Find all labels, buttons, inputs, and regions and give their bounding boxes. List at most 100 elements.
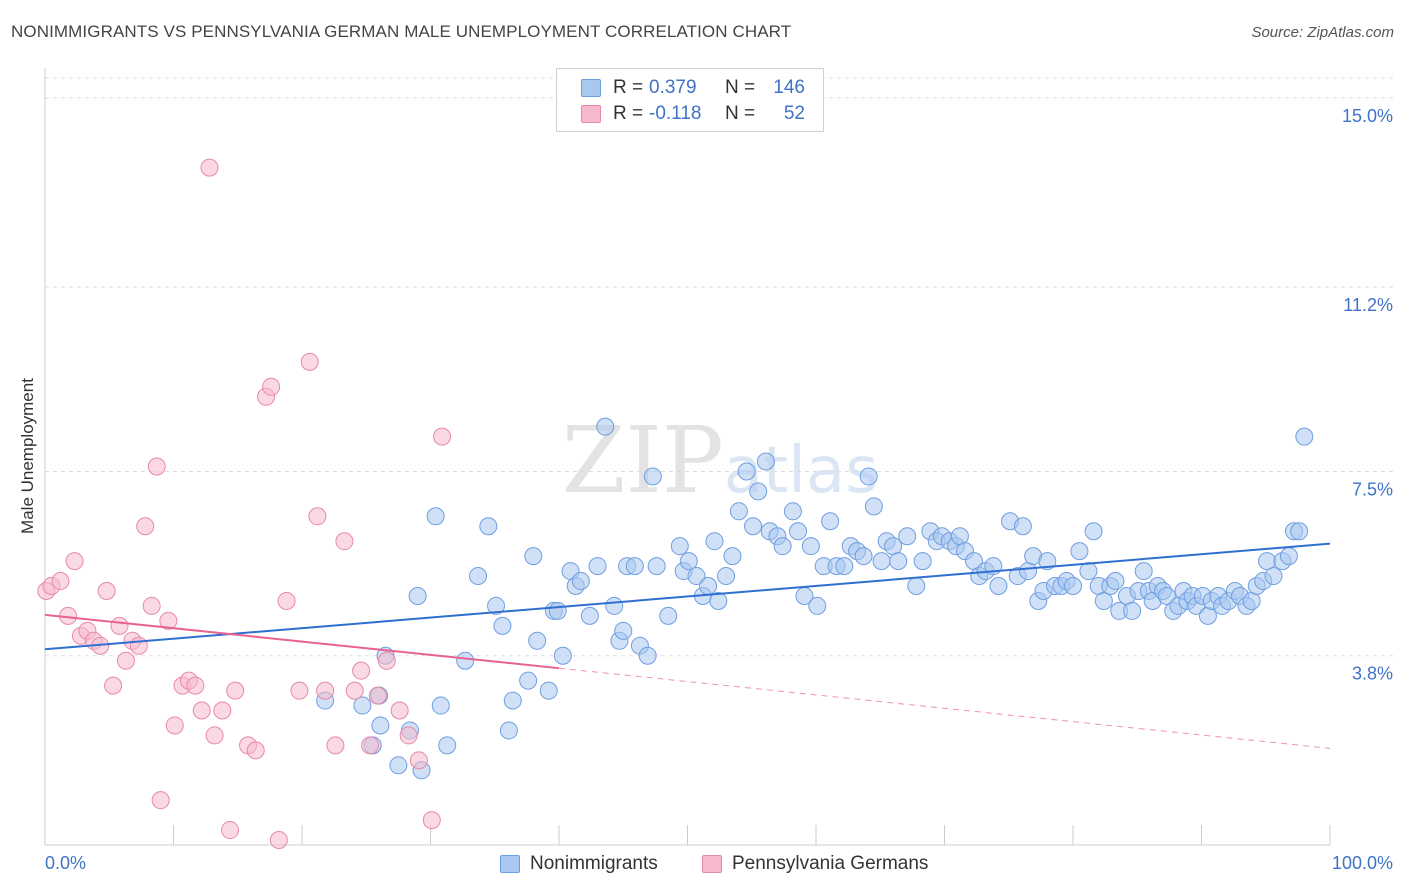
pennsylvania-germans-point xyxy=(290,681,309,700)
nonimmigrants-point xyxy=(1038,552,1057,571)
nonimmigrants-point xyxy=(1290,522,1309,541)
nonimmigrants-point xyxy=(699,577,718,596)
nonimmigrants-point xyxy=(1295,427,1314,446)
nonimmigrants-point xyxy=(1070,542,1089,561)
pennsylvania-germans-point xyxy=(205,726,224,745)
bottom-legend-swatch-blue xyxy=(500,855,520,873)
nonimmigrants-point xyxy=(773,537,792,556)
y-axis-label: Male Unemployment xyxy=(18,378,37,534)
nonimmigrants-point xyxy=(1134,562,1153,581)
nonimmigrants-point xyxy=(737,462,756,481)
nonimmigrants-point xyxy=(596,417,615,436)
nonimmigrants-point xyxy=(744,517,763,536)
nonimmigrants-point xyxy=(643,467,662,486)
nonimmigrants-point xyxy=(884,537,903,556)
x-tick-label: 100.0% xyxy=(1332,853,1393,873)
pennsylvania-germans-point xyxy=(409,751,428,770)
nonimmigrants-point xyxy=(835,557,854,576)
chart-title: NONIMMIGRANTS VS PENNSYLVANIA GERMAN MAL… xyxy=(11,22,792,41)
nonimmigrants-point xyxy=(553,646,572,665)
nonimmigrants-point xyxy=(638,646,657,665)
nonimmigrants-point xyxy=(528,631,547,650)
nonimmigrants-point xyxy=(625,557,644,576)
nonimmigrants-point xyxy=(456,651,475,670)
legend-r-value: 0.379 xyxy=(649,77,697,98)
pennsylvania-germans-point xyxy=(269,831,288,850)
nonimmigrants-point xyxy=(1279,547,1298,566)
pennsylvania-germans-point xyxy=(159,611,178,630)
legend-n-label: N = xyxy=(725,77,756,98)
nonimmigrants-point xyxy=(371,716,390,735)
nonimmigrants-point xyxy=(499,721,518,740)
nonimmigrants-point xyxy=(519,671,538,690)
nonimmigrants-point xyxy=(426,507,445,526)
nonimmigrants-point xyxy=(1106,572,1125,591)
nonimmigrants-point xyxy=(749,482,768,501)
nonimmigrants-point xyxy=(913,552,932,571)
nonimmigrants-point xyxy=(717,567,736,586)
nonimmigrants-point xyxy=(1123,601,1142,620)
nonimmigrants-point xyxy=(859,467,878,486)
bottom-legend-label: Nonimmigrants xyxy=(530,853,658,874)
pennsylvania-germans-point xyxy=(65,552,84,571)
nonimmigrants-point xyxy=(898,527,917,546)
nonimmigrants-point xyxy=(889,552,908,571)
nonimmigrants-point xyxy=(783,502,802,521)
pennsylvania-germans-point xyxy=(165,716,184,735)
nonimmigrants-point xyxy=(709,591,728,610)
pennsylvania-germans-point xyxy=(151,791,170,810)
pennsylvania-germans-point xyxy=(136,517,155,536)
pennsylvania-germans-point xyxy=(97,581,116,600)
nonimmigrants-point xyxy=(670,537,689,556)
nonimmigrants-point xyxy=(1198,606,1217,625)
nonimmigrants-point xyxy=(789,522,808,541)
bottom-legend-pennsylvania-germans: Pennsylvania Germans xyxy=(702,851,928,877)
nonimmigrants-point xyxy=(659,606,678,625)
nonimmigrants-point xyxy=(1084,522,1103,541)
nonimmigrants-point xyxy=(1079,562,1098,581)
nonimmigrants-point xyxy=(723,547,742,566)
nonimmigrants-point xyxy=(479,517,498,536)
nonimmigrants-point xyxy=(872,552,891,571)
nonimmigrants-point xyxy=(729,502,748,521)
source-label: Source: ZipAtlas.com xyxy=(1251,24,1394,41)
pennsylvania-germans-point xyxy=(300,352,319,371)
pennsylvania-germans-point xyxy=(433,427,452,446)
nonimmigrants-point xyxy=(469,567,488,586)
nonimmigrants-point xyxy=(389,756,408,775)
pennsylvania-germans-point xyxy=(147,457,166,476)
nonimmigrants-point xyxy=(808,596,827,615)
legend-swatch-pink xyxy=(581,105,601,123)
pennsylvania-germans-point xyxy=(361,736,380,755)
y-tick-label: 11.2% xyxy=(1343,295,1393,315)
nonimmigrants-point xyxy=(989,577,1008,596)
nonimmigrants-point xyxy=(821,512,840,531)
nonimmigrants-point xyxy=(1264,567,1283,586)
nonimmigrants-point xyxy=(539,681,558,700)
nonimmigrants-point xyxy=(431,696,450,715)
legend-n-value: 52 xyxy=(783,103,805,124)
bottom-legend-nonimmigrants: Nonimmigrants xyxy=(500,851,658,877)
watermark: ZIPatlas xyxy=(562,407,879,514)
pennsylvania-germans-point xyxy=(221,821,240,840)
pennsylvania-germans-point xyxy=(192,701,211,720)
legend-n-value: 146 xyxy=(773,77,805,98)
nonimmigrants-point xyxy=(524,547,543,566)
nonimmigrants-point xyxy=(864,497,883,516)
nonimmigrants-point xyxy=(614,621,633,640)
pennsylvania-germans-point xyxy=(186,676,205,695)
pennsylvania-germans-point xyxy=(345,681,364,700)
x-tick-label: 0.0% xyxy=(45,853,86,873)
pennsylvania-germans-point xyxy=(104,676,123,695)
legend-r-label: R = xyxy=(613,77,644,98)
nonimmigrants-point xyxy=(1094,591,1113,610)
pennsylvania-germans-point xyxy=(316,681,335,700)
nonimmigrants-point xyxy=(687,567,706,586)
nonimmigrants-point xyxy=(408,586,427,605)
legend-r-value: -0.118 xyxy=(649,103,702,124)
legend-row-pennsylvania-germans: R = -0.118 N = 52 xyxy=(581,101,805,127)
nonimmigrants-point xyxy=(1013,517,1032,536)
pennsylvania-germans-point xyxy=(399,726,418,745)
nonimmigrants-point xyxy=(605,596,624,615)
nonimmigrants-point xyxy=(580,606,599,625)
